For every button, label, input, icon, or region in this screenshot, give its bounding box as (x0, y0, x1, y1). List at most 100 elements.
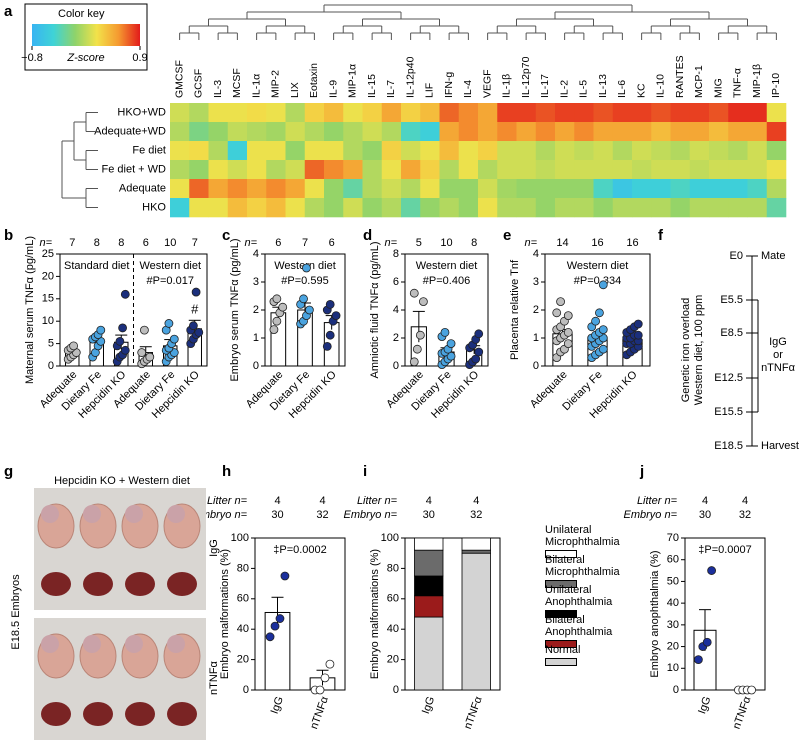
heatmap-cell (227, 179, 248, 199)
bar-segment (461, 537, 491, 551)
heatmap-cell (343, 179, 363, 199)
heatmap-cell (632, 160, 652, 180)
n-value: 30 (699, 509, 711, 521)
row-label: HKO+WD (117, 106, 166, 118)
data-point (278, 302, 288, 312)
embryo-head (125, 635, 143, 653)
heatmap-cell (458, 198, 479, 218)
heatmap-cell (266, 179, 286, 199)
column-label: IP-10 (770, 73, 782, 98)
data-point (140, 325, 149, 335)
n-value: 4 (702, 495, 708, 507)
heatmap-cell (574, 103, 594, 123)
placenta (83, 572, 113, 596)
heatmap-cell (170, 122, 190, 142)
column-label: MIP-1β (751, 64, 763, 98)
y-tick-label: 0 (533, 360, 539, 372)
data-point (164, 319, 174, 328)
data-point (409, 288, 419, 298)
placenta (125, 702, 155, 726)
heatmap-cell (516, 160, 537, 180)
column-label: IL-1α (250, 74, 262, 98)
column-label: IL-6 (616, 80, 628, 98)
n-value: 32 (470, 509, 482, 521)
heatmap-cell (343, 141, 363, 161)
column-label: KC (635, 83, 647, 98)
y-tick-label: 2 (393, 332, 399, 344)
data-point (322, 341, 332, 351)
panel-letter: d (363, 227, 372, 244)
column-label: IL-7 (385, 80, 397, 98)
column-label: MIG (712, 78, 724, 98)
n-value: 4 (426, 495, 432, 507)
heatmap-cell (766, 141, 787, 161)
stat-label: #P=0.334 (574, 275, 621, 287)
y-tick-label: 2 (533, 304, 539, 316)
x-tick-label: nTNFα (308, 694, 331, 731)
column-label: IL-5 (578, 80, 590, 98)
data-point (707, 566, 716, 575)
heatmap-cell (458, 122, 479, 142)
heatmap-cell (478, 160, 498, 180)
x-tick-label: nTNFα (462, 694, 485, 731)
data-point (120, 345, 130, 355)
heatmap-cell (304, 141, 325, 161)
heatmap-cell (535, 198, 556, 218)
heatmap-cell (227, 141, 248, 161)
heatmap-cell (285, 141, 306, 161)
heatmap-cell (189, 103, 209, 123)
placenta (83, 702, 113, 726)
n-value: 14 (556, 237, 568, 249)
n-label: Litter n= (207, 495, 248, 507)
x-tick-label: IgG (420, 695, 437, 716)
heatmap-cell (170, 141, 190, 161)
heatmap-cell (343, 198, 363, 218)
n-value: 5 (416, 237, 422, 249)
heatmap-cell (766, 122, 787, 142)
group-label: Western diet (139, 260, 201, 272)
column-label: MCSF (231, 68, 243, 98)
panel-letter: h (222, 463, 231, 480)
data-point (169, 334, 179, 344)
x-tick-label: nTNFα (731, 694, 754, 731)
x-tick-label: IgG (696, 695, 713, 716)
heatmap-cell (670, 122, 691, 142)
row-label: HKO (142, 201, 166, 213)
n-value: 32 (739, 509, 751, 521)
column-label: IL-12p70 (520, 56, 532, 98)
n-label: Embryo n= (194, 509, 248, 521)
heatmap-cell (285, 160, 306, 180)
y-tick-label: 50 (667, 575, 679, 587)
heatmap-cell (612, 160, 633, 180)
heatmap-cell (593, 122, 614, 142)
heatmap-cell (208, 122, 229, 142)
heatmap-cell (401, 141, 421, 161)
heatmap-cell (324, 198, 344, 218)
heatmap-cell (612, 141, 633, 161)
n-label: n= (384, 237, 397, 249)
heatmap-cell (362, 103, 383, 123)
column-label: IL-10 (655, 74, 667, 98)
heatmap-cell (689, 179, 710, 199)
heatmap-cell (747, 160, 768, 180)
y-tick-label: 4 (393, 304, 399, 316)
heatmap-cell (458, 141, 479, 161)
heatmap-cell (497, 198, 517, 218)
heatmap-cell (189, 141, 209, 161)
legend-item: Unilateral Microphthalmia (545, 524, 645, 558)
placenta (41, 572, 71, 596)
heatmap-cell (516, 198, 537, 218)
bar-segment (461, 552, 491, 691)
row-label: Adequate (119, 182, 166, 194)
photo-side-label: E18.5 Embryos (10, 574, 22, 650)
legend-item: Bilateral Microphthalmia (545, 554, 645, 588)
heatmap-cell (766, 103, 787, 123)
row-label: Adequate+WD (94, 125, 166, 137)
heatmap-cell (458, 160, 479, 180)
event-label: E5.5 (720, 294, 743, 306)
data-point (598, 344, 608, 354)
heatmap-cell (766, 198, 787, 218)
data-point (320, 673, 330, 683)
embryo-head (167, 635, 185, 653)
photo-title: Hepcidin KO + Western diet (54, 475, 190, 487)
